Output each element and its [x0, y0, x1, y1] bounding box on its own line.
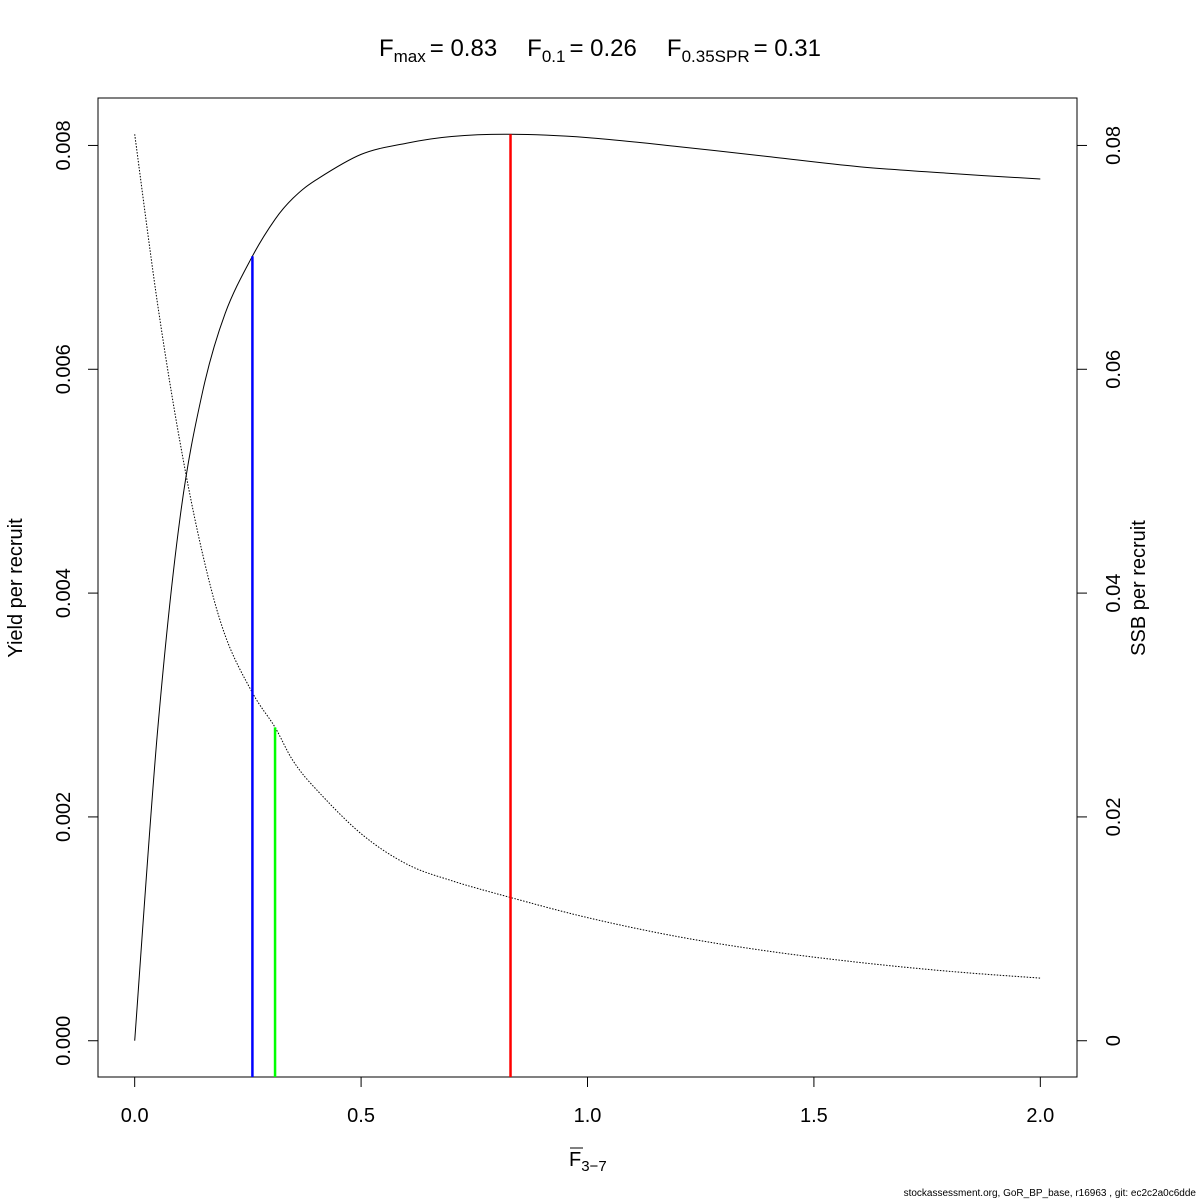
y-tick-label: 0.004: [53, 568, 75, 618]
x-axis-label-text: F3−7: [569, 1149, 607, 1175]
y2-tick-label: 0.04: [1103, 574, 1125, 613]
x-tick-label: 2.0: [1026, 1105, 1054, 1127]
title-f01-symbol: F: [527, 35, 542, 62]
title-f01-subscript: 0.1: [542, 47, 566, 66]
ssb-per-recruit-line: [134, 134, 1041, 979]
title-fspr-subscript: 0.35SPR: [682, 47, 750, 66]
x-tick-label: 0.5: [347, 1105, 375, 1127]
x-tick-label: 0.0: [121, 1105, 149, 1127]
title-fspr-symbol: F: [667, 35, 682, 62]
title-f01-value: = 0.26: [569, 35, 636, 62]
y2-tick-label: 0: [1103, 1035, 1125, 1046]
x-axis-label: F3−7: [569, 1147, 607, 1175]
y-axis-right: 0 0.02 0.04 0.06 0.08: [1077, 126, 1125, 1046]
y-tick-label: 0.000: [53, 1016, 75, 1066]
title-fmax-value: = 0.83: [430, 35, 497, 62]
reference-lines: [251, 134, 512, 1077]
y2-axis-label: SSB per recruit: [1128, 520, 1150, 656]
y-axis-left: 0.000 0.002 0.004 0.006 0.008: [53, 120, 98, 1066]
x-axis: 0.0 0.5 1.0 1.5 2.0: [121, 1076, 1054, 1127]
x-tick-label: 1.5: [800, 1105, 828, 1127]
y2-tick-label: 0.02: [1103, 797, 1125, 836]
y2-tick-label: 0.08: [1103, 126, 1125, 165]
title-fmax-symbol: F: [379, 35, 394, 62]
plot-frame: [97, 97, 1078, 1078]
footnote: stockassessment.org, GoR_BP_base, r16963…: [904, 1188, 1197, 1199]
y-tick-label: 0.008: [53, 120, 75, 170]
x-axis-label-sub: 3−7: [581, 1158, 606, 1175]
y-axis-label: Yield per recruit: [5, 518, 27, 658]
y-tick-label: 0.006: [53, 344, 75, 394]
title-fspr-value: = 0.31: [754, 35, 821, 62]
x-tick-label: 1.0: [574, 1105, 602, 1127]
y-tick-label: 0.002: [53, 792, 75, 842]
y2-tick-label: 0.06: [1103, 350, 1125, 389]
yield-per-recruit-line: [134, 133, 1041, 1041]
x-axis-label-main: F: [569, 1149, 581, 1171]
chart-title: Fmax = 0.83 F0.1 = 0.26 F0.35SPR = 0.31: [379, 35, 821, 66]
title-fmax-subscript: max: [394, 47, 427, 66]
